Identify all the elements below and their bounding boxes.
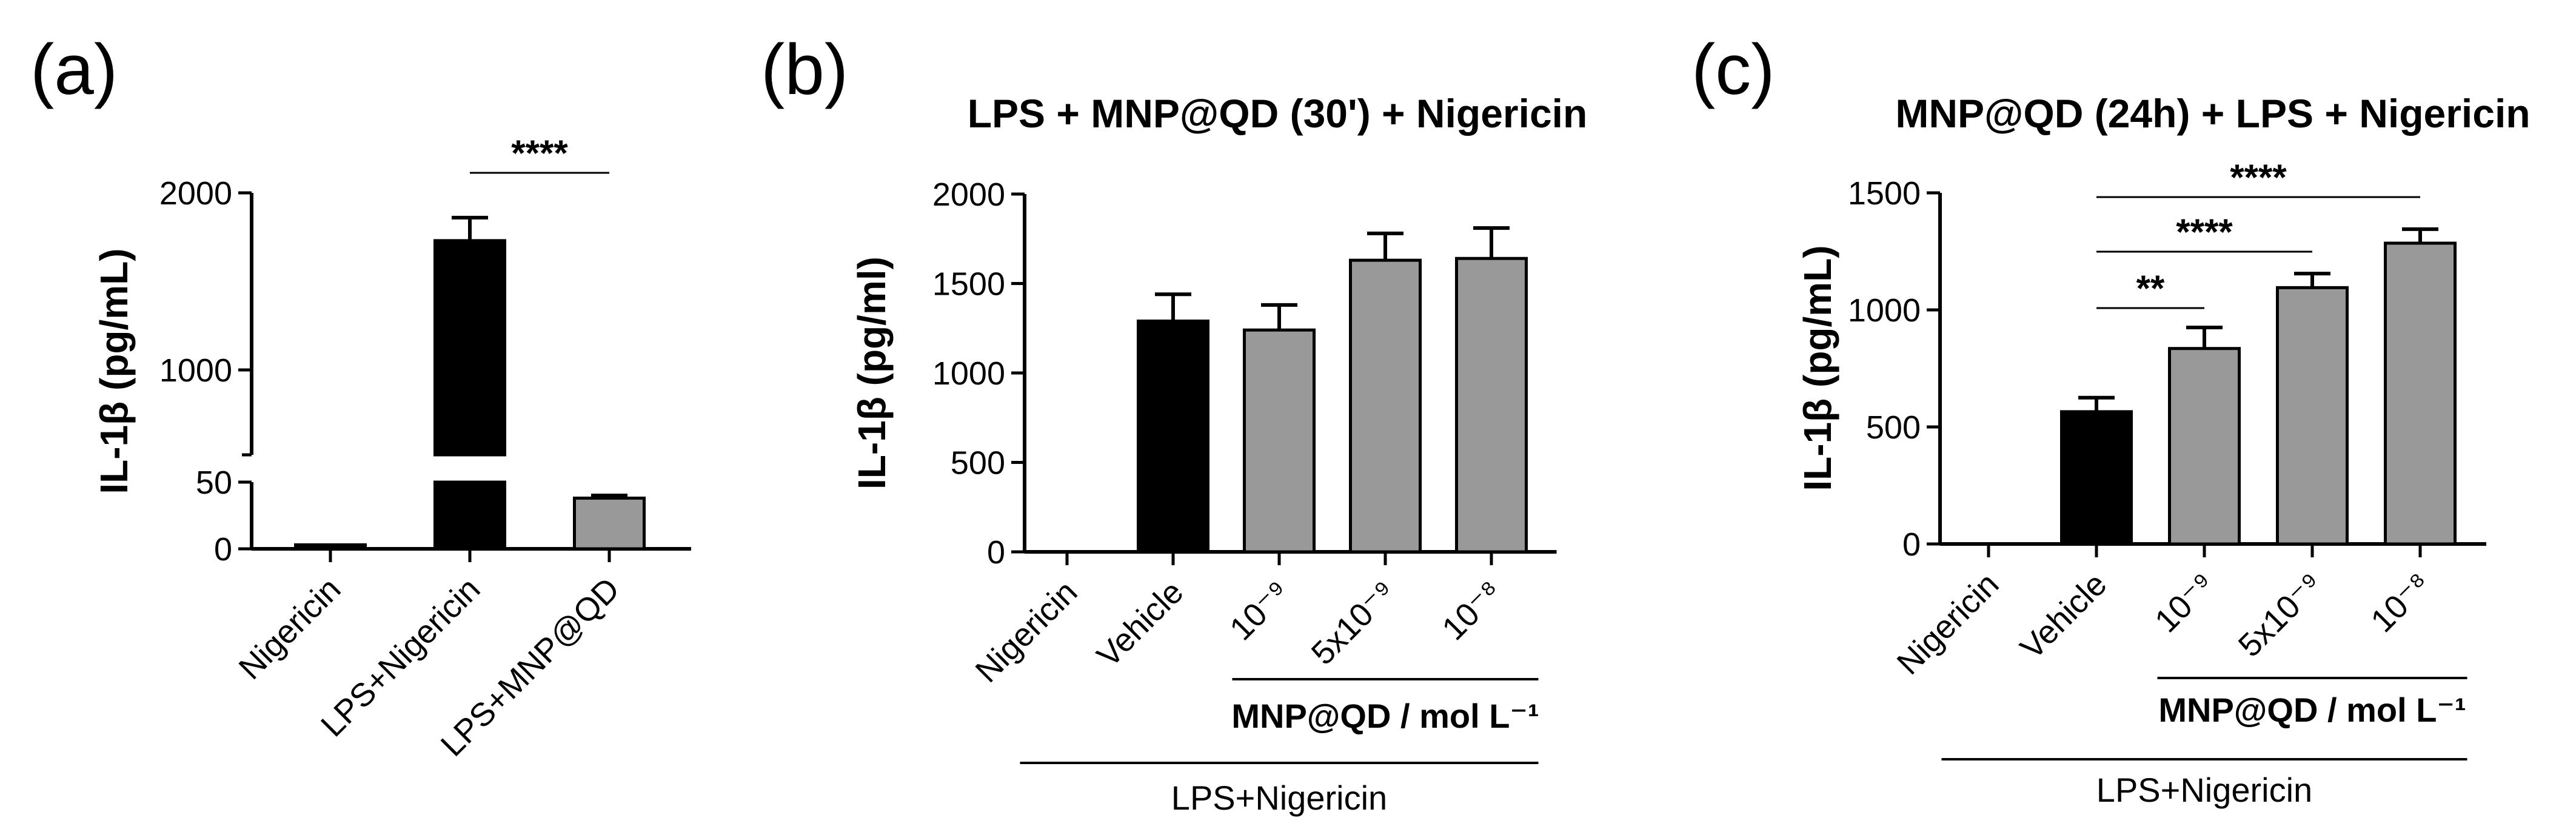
x-category-label: 5x10⁻⁹: [1305, 574, 1403, 672]
panel-b: (b) LPS + MNP@QD (30') + Nigericin IL-1β (…: [761, 30, 1587, 817]
bar: [1349, 258, 1422, 554]
panel-letter: (b): [761, 30, 848, 110]
y-tick-label: 500: [951, 445, 1005, 482]
bar: [1455, 257, 1528, 554]
group-label: MNP@QD / mol L⁻¹: [2158, 691, 2466, 729]
bar: [573, 496, 646, 551]
significance-label: ****: [2176, 212, 2233, 252]
bar: [1137, 319, 1209, 554]
x-category-label: 10⁻⁸: [1435, 574, 1508, 647]
significance-label: ****: [2230, 157, 2287, 198]
x-category-label: 10⁻⁹: [2148, 566, 2221, 639]
bar: [433, 239, 506, 457]
group-label: LPS+Nigericin: [2096, 771, 2312, 809]
y-tick-label: 1000: [159, 352, 232, 389]
y-axis-label: IL-1β (pg/mL): [1796, 245, 1839, 491]
y-tick-label: 0: [987, 534, 1005, 571]
chart-title: MNP@QD (24h) + LPS + Nigericin: [1895, 91, 2530, 136]
x-category-label: 10⁻⁹: [1223, 574, 1296, 647]
x-category-label: 10⁻⁸: [2364, 566, 2437, 639]
bar: [2276, 286, 2349, 546]
x-category-label: Nigericin: [232, 571, 348, 686]
x-category-label: Nigericin: [969, 574, 1085, 690]
panel-c: (c) MNP@QD (24h) + LPS + Nigericin IL-1β (…: [1691, 30, 2531, 809]
panel-letter: (c): [1691, 30, 1775, 110]
y-tick-label: 500: [1866, 409, 1921, 446]
y-tick-label: 2000: [932, 176, 1005, 213]
y-tick-label: 0: [1902, 526, 1921, 563]
bar: [1243, 328, 1316, 554]
x-category-label: 5x10⁻⁹: [2232, 566, 2330, 664]
y-tick-label: 1500: [1848, 175, 1921, 212]
y-tick-label: 1000: [932, 355, 1005, 392]
panel-a: (a)IL-1β (pg/mL)05010002000NigericinLPS+…: [30, 30, 691, 764]
x-category-label: Vehicle: [2013, 566, 2114, 666]
y-axis-label: IL-1β (pg/ml): [850, 257, 894, 489]
chart-title: LPS + MNP@QD (30') + Nigericin: [968, 91, 1588, 136]
significance-label: **: [2136, 268, 2165, 309]
x-category-label: Vehicle: [1090, 574, 1191, 674]
bar: [294, 543, 367, 551]
y-tick-label: 1000: [1848, 292, 1921, 329]
group-label: MNP@QD / mol L⁻¹: [1231, 697, 1539, 735]
x-category-label: Nigericin: [1890, 566, 2006, 682]
y-tick-label: 2000: [159, 175, 232, 212]
y-tick-label: 1500: [932, 266, 1005, 303]
bar: [2060, 410, 2133, 546]
panel-letter: (a): [30, 30, 118, 110]
bar: [2384, 241, 2457, 546]
y-tick-label: 50: [196, 465, 232, 501]
bar: [2168, 347, 2241, 546]
y-axis-label: IL-1β (pg/mL): [92, 248, 136, 494]
significance-label: ****: [511, 133, 568, 173]
group-label: LPS+Nigericin: [1171, 779, 1387, 817]
y-tick-label: 0: [214, 531, 232, 568]
bar: [433, 480, 506, 551]
